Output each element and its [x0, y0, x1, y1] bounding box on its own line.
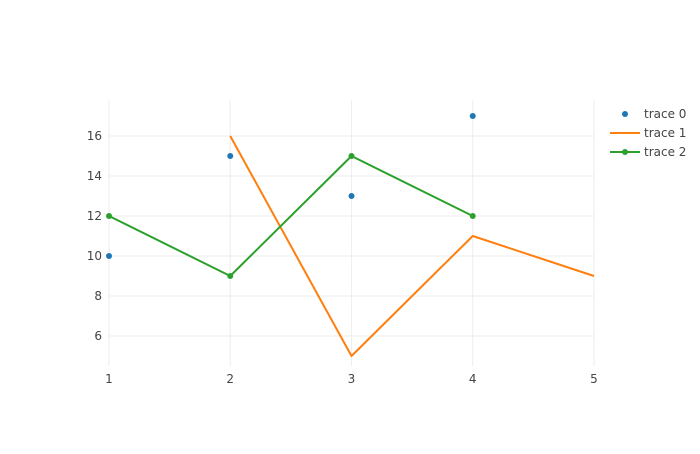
y-tick-label: 12	[87, 209, 102, 223]
data-point	[227, 273, 234, 279]
data-point	[106, 253, 112, 259]
x-tick-label: 2	[226, 372, 234, 386]
series-3	[106, 153, 476, 279]
data-point	[348, 153, 355, 159]
series-1	[106, 113, 476, 259]
x-tick-label: 1	[105, 372, 113, 386]
x-tick-label: 4	[469, 372, 477, 386]
series-line-3	[108, 155, 474, 277]
series-2	[229, 135, 595, 357]
legend-label: trace 0	[644, 107, 686, 121]
data-point	[469, 113, 476, 119]
y-tick-label: 10	[87, 249, 102, 263]
series-line-2	[229, 135, 595, 357]
data-point	[469, 213, 476, 219]
legend-item-2[interactable]: trace 1	[610, 126, 686, 140]
legend-swatch-marker	[622, 111, 628, 117]
y-tick-label: 16	[87, 129, 102, 143]
legend-swatch-marker	[622, 149, 628, 155]
legend-label: trace 2	[644, 145, 686, 159]
y-tick-label: 6	[94, 329, 102, 343]
legend-item-3[interactable]: trace 2	[610, 145, 686, 159]
data-point	[348, 193, 355, 199]
grid-layer	[108, 100, 595, 366]
data-point	[227, 153, 234, 159]
data-point	[106, 213, 112, 219]
y-tick-label: 14	[87, 169, 102, 183]
series-layer	[106, 113, 595, 357]
legend: trace 0 trace 1 trace 2	[610, 107, 686, 159]
legend-label: trace 1	[644, 126, 686, 140]
x-tick-label: 3	[348, 372, 356, 386]
x-tick-label: 5	[590, 372, 598, 386]
legend-item-1[interactable]: trace 0	[622, 107, 686, 121]
y-tick-label: 8	[94, 289, 102, 303]
